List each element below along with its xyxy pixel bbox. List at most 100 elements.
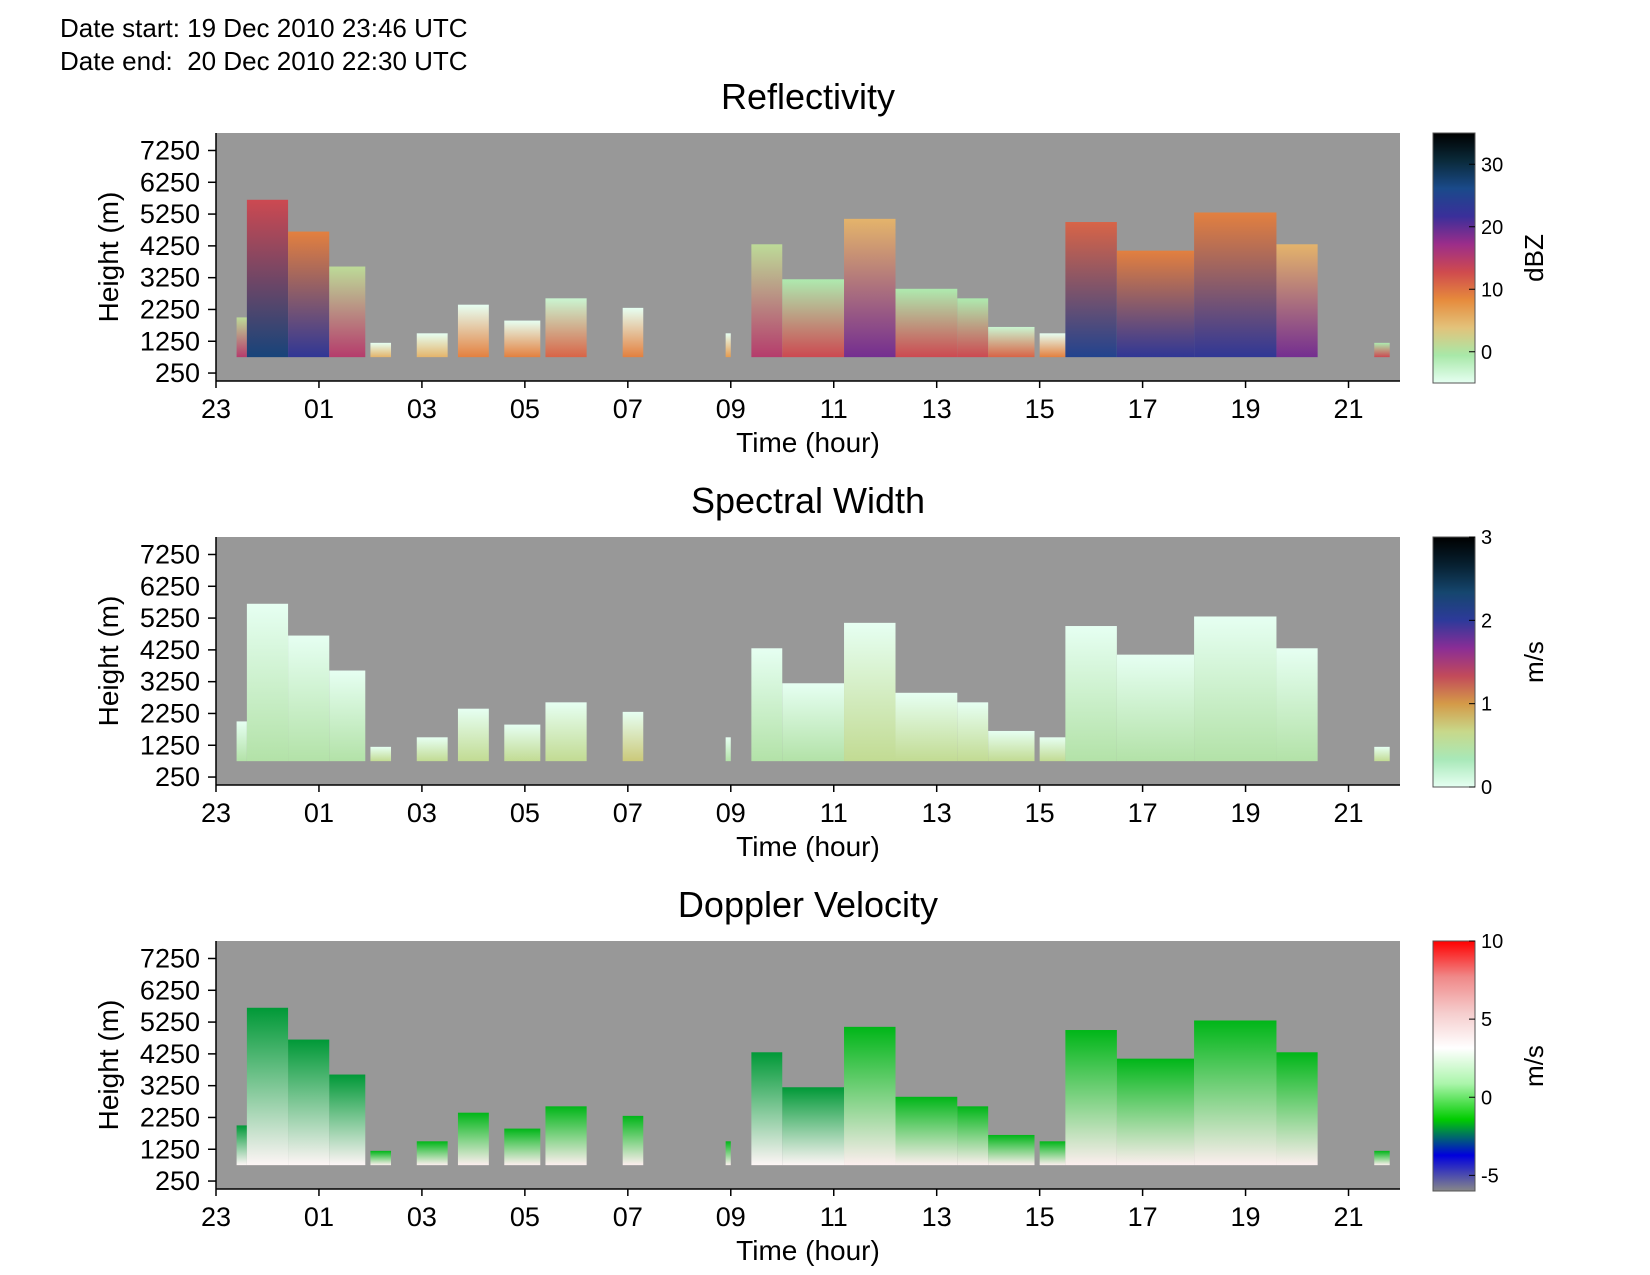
y-tick-label: 4250 [140, 1039, 200, 1069]
echo-column [288, 635, 330, 762]
echo-column [751, 648, 783, 762]
echo-column [236, 1125, 247, 1166]
echo-column [725, 333, 731, 358]
colorbar-label: dBZ [1519, 234, 1549, 282]
x-tick-label: 23 [201, 798, 231, 828]
y-axis-label: Height (m) [93, 192, 124, 323]
x-tick-label: 07 [613, 1202, 643, 1232]
x-tick-label: 07 [613, 394, 643, 424]
echo-column [246, 603, 289, 762]
x-axis-label: Time (hour) [736, 427, 880, 458]
echo-column [1276, 244, 1318, 358]
echo-column [895, 288, 958, 358]
echo-column [457, 304, 489, 358]
echo-column [545, 702, 587, 762]
echo-column [1374, 342, 1390, 358]
x-tick-label: 05 [510, 394, 540, 424]
echo-column [329, 670, 366, 762]
x-tick-label: 21 [1333, 1202, 1363, 1232]
colorbar-tick-label: -5 [1481, 1165, 1499, 1187]
y-tick-label: 2250 [140, 1102, 200, 1132]
echo-column [1276, 1052, 1318, 1166]
x-tick-label: 15 [1025, 1202, 1055, 1232]
y-tick-label: 2250 [140, 294, 200, 324]
x-tick-label: 09 [716, 798, 746, 828]
x-tick-label: 11 [820, 798, 848, 828]
y-tick-label: 3250 [140, 1071, 200, 1101]
colorbar-tick-label: 0 [1481, 777, 1492, 799]
x-tick-label: 15 [1025, 798, 1055, 828]
x-tick-label: 23 [201, 1202, 231, 1232]
y-tick-label: 1250 [140, 1134, 200, 1164]
echo-column [622, 711, 644, 762]
echo-column [246, 199, 289, 358]
echo-column [545, 1106, 587, 1166]
y-tick-label: 250 [155, 762, 200, 792]
x-tick-label: 07 [613, 798, 643, 828]
y-tick-label: 4250 [140, 231, 200, 261]
echo-column [416, 1141, 448, 1166]
x-tick-label: 03 [407, 394, 437, 424]
echo-column [988, 1134, 1035, 1166]
colorbar-tick-label: 5 [1481, 1009, 1492, 1031]
y-axis-label: Height (m) [93, 1000, 124, 1131]
echo-column [1039, 737, 1066, 762]
echo-column [622, 1115, 644, 1166]
echo-column [751, 244, 783, 358]
x-tick-label: 03 [407, 798, 437, 828]
y-axis-label: Height (m) [93, 596, 124, 727]
x-tick-label: 01 [304, 1202, 334, 1232]
echo-column [1276, 648, 1318, 762]
x-tick-label: 01 [304, 394, 334, 424]
y-tick-label: 7250 [140, 135, 200, 165]
colorbar-tick-label: 2 [1481, 610, 1492, 632]
echo-column [988, 730, 1035, 762]
date-end-label: Date end: 20 Dec 2010 22:30 UTC [60, 46, 468, 76]
echo-column [1374, 746, 1390, 762]
echo-column [844, 1026, 896, 1166]
x-tick-label: 03 [407, 1202, 437, 1232]
echo-column [1065, 222, 1117, 358]
chart-title: Doppler Velocity [678, 884, 938, 925]
colorbar [1432, 132, 1476, 384]
echo-column [416, 333, 448, 358]
echo-column [457, 1112, 489, 1166]
echo-column [725, 1141, 731, 1166]
echo-column [844, 218, 896, 358]
x-tick-label: 13 [922, 394, 952, 424]
echo-column [329, 1074, 366, 1166]
echo-column [504, 724, 541, 762]
echo-column [370, 342, 392, 358]
echo-column [1194, 1020, 1277, 1166]
colorbar-label: m/s [1519, 641, 1549, 683]
echo-column [725, 737, 731, 762]
x-tick-label: 13 [922, 798, 952, 828]
echo-column [545, 298, 587, 358]
colorbar-tick-label: 20 [1481, 217, 1503, 239]
y-tick-label: 6250 [140, 167, 200, 197]
colorbar-tick-label: 30 [1481, 154, 1503, 176]
x-tick-label: 05 [510, 1202, 540, 1232]
echo-column [370, 1150, 392, 1166]
colorbar-tick-label: 0 [1481, 1087, 1492, 1109]
echo-column [370, 746, 392, 762]
echo-column [1065, 626, 1117, 762]
x-tick-label: 21 [1333, 798, 1363, 828]
echo-column [416, 737, 448, 762]
echo-column [895, 692, 958, 762]
colorbar-tick-label: 10 [1481, 279, 1503, 301]
y-tick-label: 4250 [140, 635, 200, 665]
x-tick-label: 05 [510, 798, 540, 828]
colorbar-label: m/s [1519, 1045, 1549, 1087]
y-tick-label: 5250 [140, 603, 200, 633]
echo-column [1194, 616, 1277, 762]
x-tick-label: 17 [1128, 1202, 1158, 1232]
y-tick-label: 2250 [140, 698, 200, 728]
x-tick-label: 11 [820, 1202, 848, 1232]
x-tick-label: 11 [820, 394, 848, 424]
echo-column [1039, 1141, 1066, 1166]
echo-column [957, 702, 989, 762]
